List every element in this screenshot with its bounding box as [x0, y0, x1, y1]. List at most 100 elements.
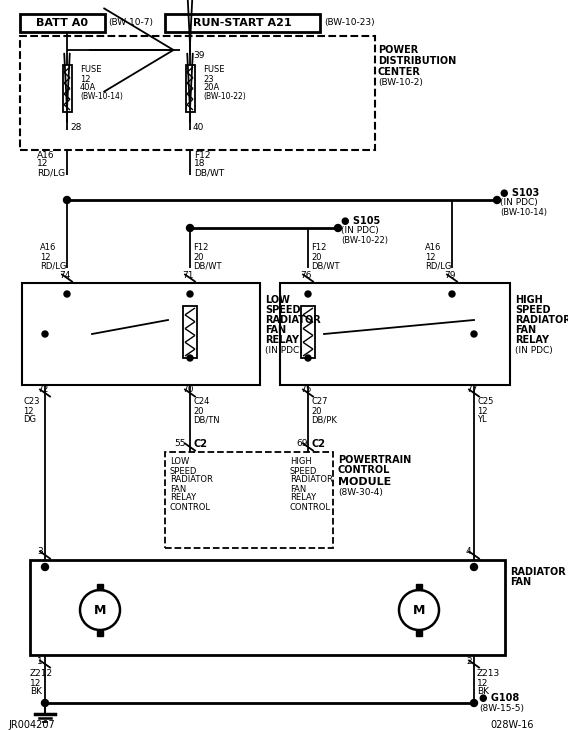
Text: F12: F12: [311, 244, 327, 253]
Text: CONTROL: CONTROL: [338, 465, 390, 475]
Text: LOW: LOW: [170, 458, 189, 466]
Text: C23: C23: [23, 398, 40, 407]
Text: DG: DG: [23, 415, 36, 425]
Text: (BW-10-22): (BW-10-22): [203, 93, 246, 101]
Circle shape: [449, 291, 455, 297]
Text: (BW-10-14): (BW-10-14): [80, 93, 123, 101]
Circle shape: [64, 291, 70, 297]
Circle shape: [305, 291, 311, 297]
Text: ● S103: ● S103: [500, 188, 539, 198]
Text: FUSE: FUSE: [80, 66, 102, 74]
Text: RADIATOR: RADIATOR: [510, 567, 566, 577]
Bar: [186, 65, 194, 112]
Text: M: M: [94, 604, 106, 617]
Text: C27: C27: [311, 398, 328, 407]
Text: FAN: FAN: [515, 325, 536, 335]
Text: 3: 3: [37, 548, 43, 556]
Circle shape: [41, 564, 48, 571]
Text: 55: 55: [174, 439, 186, 448]
Text: 18: 18: [194, 159, 206, 169]
Text: YL: YL: [477, 415, 487, 425]
Text: BK: BK: [30, 688, 42, 696]
Text: LOW: LOW: [265, 295, 290, 305]
Text: BATT A0: BATT A0: [36, 18, 88, 28]
Text: A16: A16: [37, 150, 55, 159]
Text: C2: C2: [311, 439, 325, 449]
Bar: [301, 306, 315, 358]
Text: RADIATOR: RADIATOR: [290, 475, 333, 485]
Text: SPEED: SPEED: [290, 466, 318, 475]
Text: 12: 12: [80, 74, 90, 83]
Bar: [62, 65, 72, 112]
Bar: [165, 14, 320, 32]
Text: F12: F12: [194, 150, 211, 159]
Text: 12: 12: [30, 678, 41, 688]
Text: 70: 70: [182, 385, 194, 394]
Text: 77: 77: [466, 385, 478, 394]
Bar: [280, 283, 510, 385]
Text: 12: 12: [477, 407, 487, 415]
Text: 1: 1: [37, 656, 43, 666]
Text: DB/WT: DB/WT: [311, 261, 340, 271]
Circle shape: [187, 291, 193, 297]
Text: FUSE: FUSE: [203, 66, 224, 74]
Text: 79: 79: [444, 271, 456, 280]
Text: 74: 74: [59, 271, 70, 280]
Text: 40A: 40A: [80, 83, 96, 93]
Text: 28: 28: [70, 123, 81, 133]
Text: 39: 39: [193, 52, 204, 61]
Text: RADIATOR: RADIATOR: [265, 315, 321, 325]
Text: RADIATOR: RADIATOR: [515, 315, 568, 325]
Bar: [22, 283, 260, 385]
Text: CENTER: CENTER: [378, 67, 421, 77]
Text: POWER: POWER: [378, 45, 418, 55]
Bar: [416, 630, 422, 636]
Text: C24: C24: [193, 398, 210, 407]
Text: (BW-10-2): (BW-10-2): [378, 79, 423, 88]
Circle shape: [64, 196, 70, 204]
Text: 71: 71: [182, 271, 194, 280]
Text: RELAY: RELAY: [515, 335, 549, 345]
Text: M: M: [413, 604, 425, 617]
Text: (8W-30-4): (8W-30-4): [338, 488, 383, 498]
Text: RADIATOR: RADIATOR: [170, 475, 213, 485]
Text: 20A: 20A: [203, 83, 219, 93]
Circle shape: [494, 196, 500, 204]
Text: DISTRIBUTION: DISTRIBUTION: [378, 56, 456, 66]
Text: (BW-10-22): (BW-10-22): [341, 237, 388, 245]
Text: RUN-START A21: RUN-START A21: [193, 18, 291, 28]
Bar: [416, 584, 422, 590]
Bar: [165, 452, 333, 548]
Text: 4: 4: [466, 548, 471, 556]
Text: FAN: FAN: [265, 325, 286, 335]
Text: FAN: FAN: [290, 485, 306, 493]
Text: 12: 12: [23, 407, 34, 415]
Text: Z213: Z213: [477, 669, 500, 678]
Circle shape: [471, 331, 477, 337]
Text: DB/WT: DB/WT: [193, 261, 222, 271]
Text: F12: F12: [193, 244, 208, 253]
Text: RELAY: RELAY: [265, 335, 299, 345]
Text: DB/PK: DB/PK: [311, 415, 337, 425]
Text: MODULE: MODULE: [338, 477, 391, 487]
Bar: [20, 14, 105, 32]
Text: 76: 76: [300, 271, 311, 280]
Text: SPEED: SPEED: [515, 305, 550, 315]
Bar: [30, 560, 505, 655]
Text: (8W-15-5): (8W-15-5): [479, 704, 524, 712]
Text: 40: 40: [193, 123, 204, 133]
Text: 028W-16: 028W-16: [490, 720, 533, 730]
Text: (IN PDC): (IN PDC): [265, 345, 303, 355]
Text: RELAY: RELAY: [290, 493, 316, 502]
Text: 20: 20: [311, 253, 321, 261]
Text: ● G108: ● G108: [479, 693, 519, 703]
Circle shape: [399, 590, 439, 630]
Circle shape: [470, 564, 478, 571]
Text: 23: 23: [203, 74, 214, 83]
Circle shape: [186, 225, 194, 231]
Text: FAN: FAN: [170, 485, 186, 493]
Text: 20: 20: [311, 407, 321, 415]
Circle shape: [335, 225, 341, 231]
Text: POWERTRAIN: POWERTRAIN: [338, 455, 411, 465]
Text: 12: 12: [37, 159, 48, 169]
